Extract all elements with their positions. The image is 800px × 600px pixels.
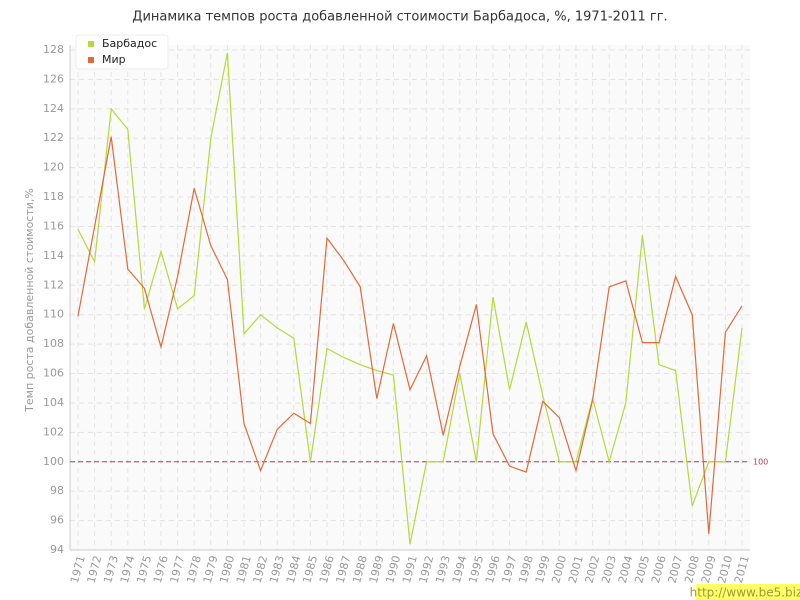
y-axis-label: Темп роста добавленной стоимости,% [23, 188, 36, 413]
y-tick-label: 106 [43, 367, 64, 380]
y-tick-label: 104 [43, 396, 64, 409]
legend-box [75, 34, 169, 70]
series-line [77, 136, 743, 534]
legend-swatch [88, 57, 94, 63]
x-tick-label: 2011 [732, 554, 752, 584]
y-tick-label: 98 [50, 484, 64, 497]
y-tick-label: 114 [43, 249, 64, 262]
y-tick-label: 124 [43, 102, 64, 115]
series-line [77, 52, 743, 545]
y-tick-label: 108 [43, 337, 64, 350]
watermark: http://www.be5.biz/ [690, 586, 800, 600]
y-tick-label: 116 [43, 219, 64, 232]
legend: Барбадос Мир [75, 34, 169, 70]
y-tick-label: 110 [43, 308, 64, 321]
y-tick-label: 118 [43, 190, 64, 203]
y-tick-label: 100 [43, 455, 64, 468]
watermark-bg [696, 584, 800, 600]
y-tick-label: 112 [43, 278, 64, 291]
y-tick-label: 126 [43, 72, 64, 85]
y-tick-label: 96 [50, 514, 64, 527]
chart-title: Динамика темпов роста добавленной стоимо… [132, 10, 667, 25]
legend-swatch [88, 41, 94, 47]
y-tick-label: 128 [43, 43, 64, 56]
legend-label: Барбадос [102, 37, 157, 50]
reference-label: 100 [753, 457, 768, 466]
y-tick-label: 120 [43, 161, 64, 174]
legend-label: Мир [102, 53, 126, 66]
y-tick-label: 94 [50, 543, 64, 556]
y-tick-label: 102 [43, 425, 64, 438]
y-tick-label: 122 [43, 131, 64, 144]
